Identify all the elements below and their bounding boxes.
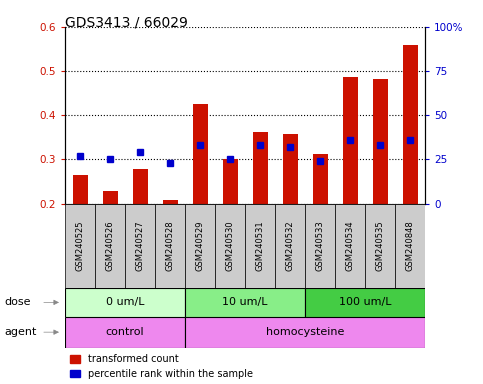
Text: GSM240528: GSM240528	[166, 220, 175, 271]
Bar	[125, 204, 155, 288]
Bar	[395, 204, 425, 288]
Text: GSM240525: GSM240525	[76, 220, 85, 271]
Text: GSM240848: GSM240848	[406, 220, 414, 271]
Bar	[275, 204, 305, 288]
Text: 10 um/L: 10 um/L	[222, 297, 268, 308]
Text: GSM240533: GSM240533	[315, 220, 325, 271]
Legend: transformed count, percentile rank within the sample: transformed count, percentile rank withi…	[70, 354, 253, 379]
Bar	[193, 104, 208, 204]
Text: GSM240534: GSM240534	[345, 220, 355, 271]
Text: homocysteine: homocysteine	[266, 327, 344, 337]
Text: GSM240531: GSM240531	[256, 220, 265, 271]
Bar	[223, 159, 238, 204]
Text: GSM240527: GSM240527	[136, 220, 145, 271]
Bar	[245, 204, 275, 288]
Text: GDS3413 / 66029: GDS3413 / 66029	[65, 15, 188, 29]
Bar	[65, 288, 185, 317]
Bar	[65, 204, 95, 288]
Bar	[133, 169, 148, 204]
Bar	[372, 79, 387, 204]
Bar	[253, 132, 268, 204]
Bar	[95, 204, 125, 288]
Text: GSM240530: GSM240530	[226, 220, 235, 271]
Bar	[313, 154, 327, 204]
Bar	[283, 134, 298, 204]
Text: 0 um/L: 0 um/L	[106, 297, 144, 308]
Text: GSM240526: GSM240526	[106, 220, 114, 271]
Text: control: control	[106, 327, 144, 337]
Bar	[163, 200, 178, 204]
Bar	[365, 204, 395, 288]
Bar	[185, 317, 425, 348]
Bar	[402, 45, 417, 204]
Bar	[103, 191, 118, 204]
Bar	[215, 204, 245, 288]
Bar	[305, 204, 335, 288]
Bar	[65, 317, 185, 348]
Text: 100 um/L: 100 um/L	[339, 297, 391, 308]
Text: dose: dose	[5, 297, 31, 308]
Bar	[305, 288, 425, 317]
Bar	[335, 204, 365, 288]
Bar	[342, 77, 357, 204]
Bar	[185, 204, 215, 288]
Text: agent: agent	[5, 327, 37, 337]
Text: GSM240529: GSM240529	[196, 220, 205, 271]
Text: GSM240535: GSM240535	[376, 220, 384, 271]
Bar	[73, 175, 88, 204]
Bar	[185, 288, 305, 317]
Text: GSM240532: GSM240532	[285, 220, 295, 271]
Bar	[155, 204, 185, 288]
